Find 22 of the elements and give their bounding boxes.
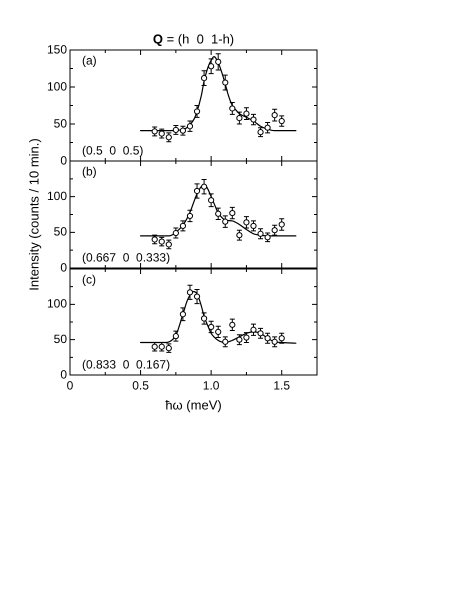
x-tick-label: 1.0 xyxy=(202,378,220,393)
annotation: (c) xyxy=(82,272,96,286)
y-tick-label: 50 xyxy=(54,224,68,239)
y-tick-label: 100 xyxy=(46,188,68,203)
y-tick-label: 150 xyxy=(46,42,68,56)
y-tick-label: 0 xyxy=(60,367,68,382)
chart-title: Q = (h 0 1-h) xyxy=(152,32,234,47)
y-tick-label: 50 xyxy=(54,116,68,130)
y-axis-title: Intensity (counts / 10 min.) xyxy=(26,138,42,291)
annotation: (a) xyxy=(82,53,97,68)
annotation: (b) xyxy=(82,164,97,178)
x-axis-title: ħω (meV) xyxy=(165,398,222,413)
annotation: (0.667 0 0.333) xyxy=(82,250,170,264)
y-tick-label: 50 xyxy=(54,332,68,346)
y-tick-label: 0 xyxy=(60,153,68,168)
x-tick-label: 1.5 xyxy=(273,378,290,393)
annotation: (0.833 0 0.167) xyxy=(82,357,170,372)
y-tick-label: 100 xyxy=(46,79,68,94)
y-tick-label: 100 xyxy=(46,296,68,311)
annotation: (0.5 0 0.5) xyxy=(82,143,144,158)
y-tick-label: 0 xyxy=(60,260,68,274)
x-tick-label: 0.5 xyxy=(132,378,150,393)
